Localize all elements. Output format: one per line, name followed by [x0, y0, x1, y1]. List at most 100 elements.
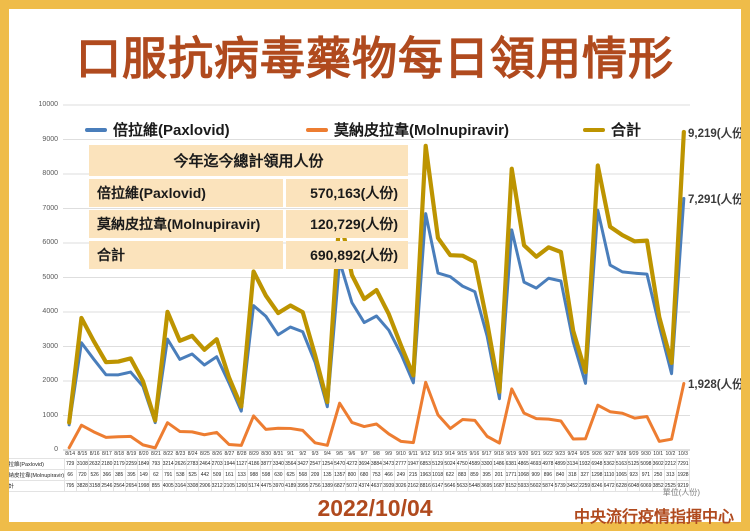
legend-line-icon: [583, 127, 605, 132]
data-table-cell: 923: [626, 469, 641, 481]
data-table-row-label: 莫納皮拉韋(Molnupiravir): [1, 469, 65, 481]
x-axis-tick: 9/18: [494, 451, 504, 457]
data-table-cell: 4637: [369, 480, 384, 492]
data-table-cell: 6853: [418, 458, 433, 470]
x-axis-tick: 9/12: [420, 451, 431, 457]
data-table-cell: 250: [651, 469, 665, 481]
data-table-row-label: 合計: [1, 480, 65, 492]
data-table-cell: 366: [100, 469, 114, 481]
data-table-cell: 3300: [479, 458, 494, 470]
x-axis-tick: 9/11: [408, 451, 418, 457]
data-table-cell: 3995: [296, 480, 310, 492]
x-axis-tick: 9/24: [567, 451, 578, 457]
data-table-cell: 5874: [541, 480, 555, 492]
data-table-cell: 9219: [676, 480, 690, 492]
data-table-cell: 6069: [639, 480, 653, 492]
data-table-cell: 201: [492, 469, 506, 481]
summary-header: 今年迄今總計領用人份: [89, 145, 408, 176]
unit-label: 單位(人份): [662, 488, 700, 497]
x-axis-tick: 8/19: [126, 451, 137, 457]
summary-row: 莫納皮拉韋(Molnupiravir) 120,729(人份): [89, 210, 408, 238]
data-table-cell: 896: [541, 469, 555, 481]
data-table-cell: 2105: [222, 480, 237, 492]
data-table-cell: 4005: [161, 480, 175, 492]
data-table-cell: 630: [271, 469, 286, 481]
data-table-cell: 161: [222, 469, 237, 481]
x-axis-tick: 9/17: [481, 451, 492, 457]
page-title: 口服抗病毒藥物每日領用情形: [75, 33, 674, 84]
data-table-cell: 8246: [590, 480, 604, 492]
x-axis-tick: 8/31: [273, 451, 284, 457]
x-axis-tick: 10/3: [678, 451, 688, 457]
legend-item-0: 倍拉維(Paxlovid): [85, 119, 230, 140]
legend-item-1: 莫納皮拉韋(Molnupiravir): [306, 119, 509, 140]
x-axis-tick: 9/10: [396, 451, 406, 457]
legend-label: 莫納皮拉韋(Molnupiravir): [334, 122, 509, 139]
data-table-cell: 5633: [455, 480, 469, 492]
summary-value: 120,729(人份): [286, 210, 408, 238]
y-axis-tick: 1000: [42, 411, 58, 419]
data-table-cell: 149: [136, 469, 151, 481]
series-line-0: [67, 196, 686, 427]
y-axis-tick: 0: [54, 446, 58, 453]
data-table-cell: 680: [357, 469, 371, 481]
data-table-cell: 395: [479, 469, 494, 481]
y-axis-tick: 3000: [42, 342, 58, 350]
data-table-cell: 793: [149, 458, 163, 470]
y-axis-tick: 4000: [42, 308, 58, 315]
data-table-cell: 395: [124, 469, 139, 481]
x-axis-tick: 9/20: [518, 451, 529, 457]
data-table-cell: 5933: [516, 480, 531, 492]
x-axis-tick: 9/15: [457, 451, 467, 457]
x-axis-tick: 9/27: [604, 451, 614, 457]
data-table-cell: 8152: [504, 480, 518, 492]
x-axis-tick: 10/2: [665, 451, 676, 457]
data-table-cell: 5739: [553, 480, 567, 492]
x-axis-tick: 9/7: [360, 451, 368, 457]
data-table-cell: 720: [75, 469, 90, 481]
data-table-cell: 1018: [430, 469, 445, 481]
summary-row: 倍拉維(Paxlovid) 570,163(人份): [89, 179, 408, 207]
data-table-cell: 971: [639, 469, 653, 481]
x-axis-tick: 8/17: [102, 451, 112, 457]
data-table-cell: 2906: [198, 480, 212, 492]
y-axis-tick: 10000: [38, 101, 58, 108]
data-table-cell: 525: [185, 469, 200, 481]
summary-header-row: 今年迄今總計領用人份: [89, 145, 408, 176]
data-table-row-1: 莫納皮拉韋(Molnupiravir) 66 720 526 366 385 395 149 6…: [1, 469, 690, 481]
data-table-cell: 3602: [651, 458, 665, 470]
data-table-cell: 385: [112, 469, 126, 481]
data-table-cell: 5024: [443, 458, 457, 470]
data-table-cell: 5129: [430, 458, 445, 470]
data-table-cell: 2546: [100, 480, 114, 492]
data-table-cell: 909: [528, 469, 543, 481]
x-axis-tick: 9/30: [641, 451, 651, 457]
summary-row: 合計 690,892(人份): [89, 241, 408, 269]
data-table-cell: 3884: [369, 458, 384, 470]
data-table-cell: 1357: [332, 469, 347, 481]
data-table-cell: 598: [259, 469, 273, 481]
data-table-cell: 1963: [418, 469, 433, 481]
data-table-cell: 8816: [418, 480, 433, 492]
data-table-cell: 2632: [87, 458, 102, 470]
x-axis-tick: 9/3: [311, 451, 319, 457]
data-table-cell: 3939: [381, 480, 396, 492]
y-axis-tick: 5000: [42, 273, 58, 281]
x-axis-tick: 8/28: [236, 451, 247, 457]
data-table-cell: 6048: [626, 480, 641, 492]
summary-label: 倍拉維(Paxlovid): [89, 179, 283, 207]
data-table-cell: 4693: [528, 458, 543, 470]
summary-table: 今年迄今總計領用人份 倍拉維(Paxlovid) 570,163(人份) 莫納皮拉韋(…: [86, 142, 411, 272]
data-table-cell: 1998: [136, 480, 151, 492]
data-table-cell: 249: [394, 469, 408, 481]
data-table-cell: 538: [173, 469, 188, 481]
data-table-cell: 2179: [112, 458, 126, 470]
data-table-cell: 753: [369, 469, 384, 481]
chart-data-table: 8/14 8/15 8/16 8/17 8/18 8/19 8/20 8/21 8/22 8/23…: [1, 450, 690, 492]
data-table-cell: 4589: [467, 458, 482, 470]
x-axis-tick: 9/4: [323, 451, 331, 457]
data-table-cell: 1260: [234, 480, 249, 492]
data-table-cell: 66: [63, 469, 77, 481]
